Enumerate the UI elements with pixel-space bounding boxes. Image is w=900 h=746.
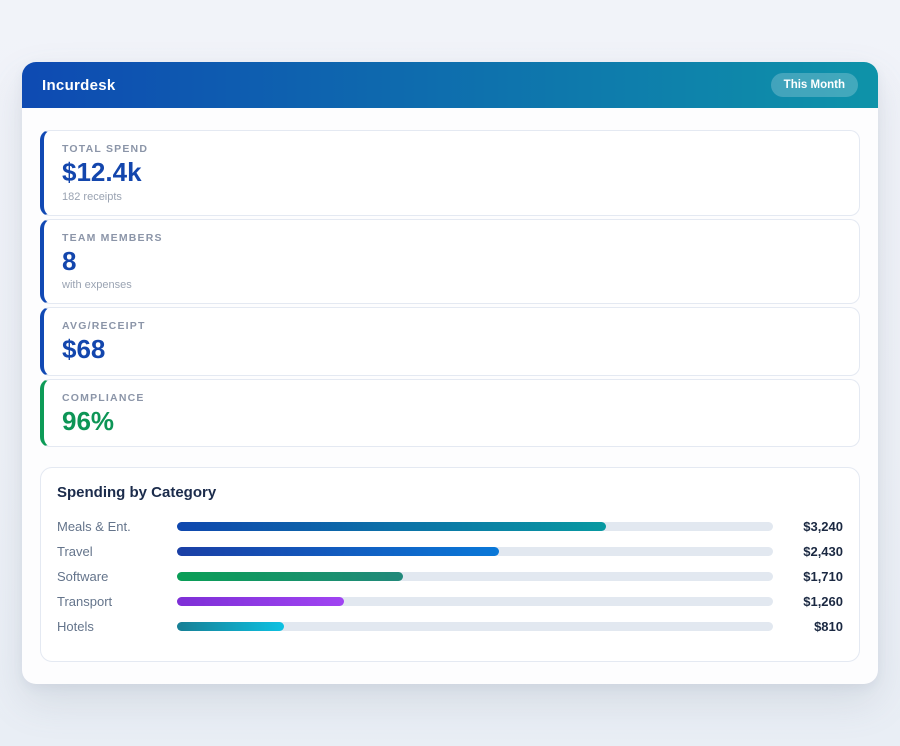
section-title: Spending by Category xyxy=(57,484,843,501)
category-value: $1,710 xyxy=(783,569,843,584)
category-row-hotels: Hotels $810 xyxy=(57,614,843,639)
stat-label: TOTAL SPEND xyxy=(62,143,841,155)
category-label: Hotels xyxy=(57,619,177,634)
stat-card-team-members: TEAM MEMBERS 8 with expenses xyxy=(40,219,860,305)
category-value: $810 xyxy=(783,619,843,634)
bar-track xyxy=(177,547,773,556)
period-badge[interactable]: This Month xyxy=(771,73,858,97)
bar-fill xyxy=(177,522,606,531)
bar-track xyxy=(177,522,773,531)
bar-track xyxy=(177,622,773,631)
category-row-meals: Meals & Ent. $3,240 xyxy=(57,514,843,539)
category-label: Transport xyxy=(57,594,177,609)
stat-label: AVG/RECEIPT xyxy=(62,320,841,332)
category-label: Travel xyxy=(57,544,177,559)
stat-label: COMPLIANCE xyxy=(62,392,841,404)
stat-value: 96% xyxy=(62,407,841,436)
dashboard-body: TOTAL SPEND $12.4k 182 receipts TEAM MEM… xyxy=(22,108,878,662)
stat-card-avg-receipt: AVG/RECEIPT $68 xyxy=(40,307,860,376)
category-value: $3,240 xyxy=(783,519,843,534)
app-title: Incurdesk xyxy=(42,77,116,94)
stat-value: $12.4k xyxy=(62,158,841,187)
category-label: Software xyxy=(57,569,177,584)
dashboard-panel: Incurdesk This Month TOTAL SPEND $12.4k … xyxy=(22,62,878,684)
category-value: $2,430 xyxy=(783,544,843,559)
bar-fill xyxy=(177,622,284,631)
bar-fill xyxy=(177,547,499,556)
bar-fill xyxy=(177,597,344,606)
stat-card-total-spend: TOTAL SPEND $12.4k 182 receipts xyxy=(40,130,860,216)
bar-track xyxy=(177,572,773,581)
stat-value: $68 xyxy=(62,335,841,364)
stat-value: 8 xyxy=(62,247,841,276)
stat-card-compliance: COMPLIANCE 96% xyxy=(40,379,860,448)
category-value: $1,260 xyxy=(783,594,843,609)
stat-subtext: with expenses xyxy=(62,279,841,292)
spending-by-category-card: Spending by Category Meals & Ent. $3,240… xyxy=(40,467,860,662)
category-row-software: Software $1,710 xyxy=(57,564,843,589)
category-row-travel: Travel $2,430 xyxy=(57,539,843,564)
category-label: Meals & Ent. xyxy=(57,519,177,534)
bar-track xyxy=(177,597,773,606)
stat-subtext: 182 receipts xyxy=(62,191,841,204)
stat-label: TEAM MEMBERS xyxy=(62,232,841,244)
bar-fill xyxy=(177,572,403,581)
category-row-transport: Transport $1,260 xyxy=(57,589,843,614)
app-header: Incurdesk This Month xyxy=(22,62,878,108)
